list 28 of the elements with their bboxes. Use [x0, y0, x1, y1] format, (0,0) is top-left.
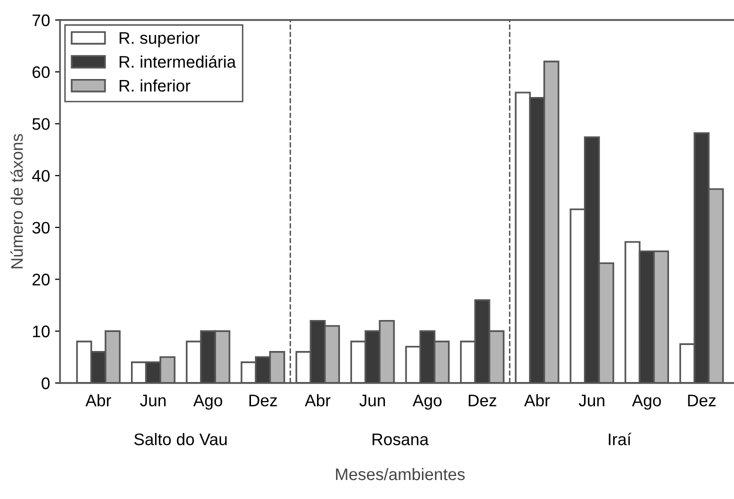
- x-tick-label: Dez: [688, 394, 716, 406]
- y-tick-label: 20: [32, 274, 50, 286]
- legend-label: R. superior: [120, 32, 200, 48]
- x-tick-label: Ago: [632, 394, 661, 410]
- y-tick-label: 50: [32, 118, 50, 130]
- x-tick-label: Jun: [140, 394, 166, 406]
- text: Iraí: [608, 432, 632, 446]
- y-tick-label: 10: [33, 326, 50, 338]
- y-tick-label: 60: [32, 66, 50, 78]
- x-tick-label: Ago: [412, 394, 442, 410]
- y-axis-title: Número de táxons: [10, 134, 23, 268]
- text: Salto do Vau: [134, 433, 227, 446]
- legend-label: R. intermediária: [120, 55, 236, 68]
- x-tick-label: Abr: [524, 394, 550, 406]
- y-tick-label: 40: [32, 170, 50, 182]
- x-tick-label: Jun: [359, 394, 385, 406]
- x-tick-label: Jun: [578, 394, 604, 406]
- x-tick-label: Abr: [304, 394, 330, 406]
- y-tick-label: 70: [32, 14, 50, 26]
- y-tick-label: 0: [42, 377, 50, 390]
- y-tick-label: 30: [32, 222, 50, 234]
- x-tick-label: Abr: [85, 394, 112, 406]
- x-tick-label: Dez: [468, 394, 496, 406]
- x-axis-title: Meses/ambientes: [336, 468, 465, 480]
- x-tick-label: Dez: [249, 394, 277, 406]
- text: Rosana: [372, 434, 429, 446]
- x-tick-label: Ago: [193, 394, 222, 410]
- legend-label: R. inferior: [120, 79, 190, 92]
